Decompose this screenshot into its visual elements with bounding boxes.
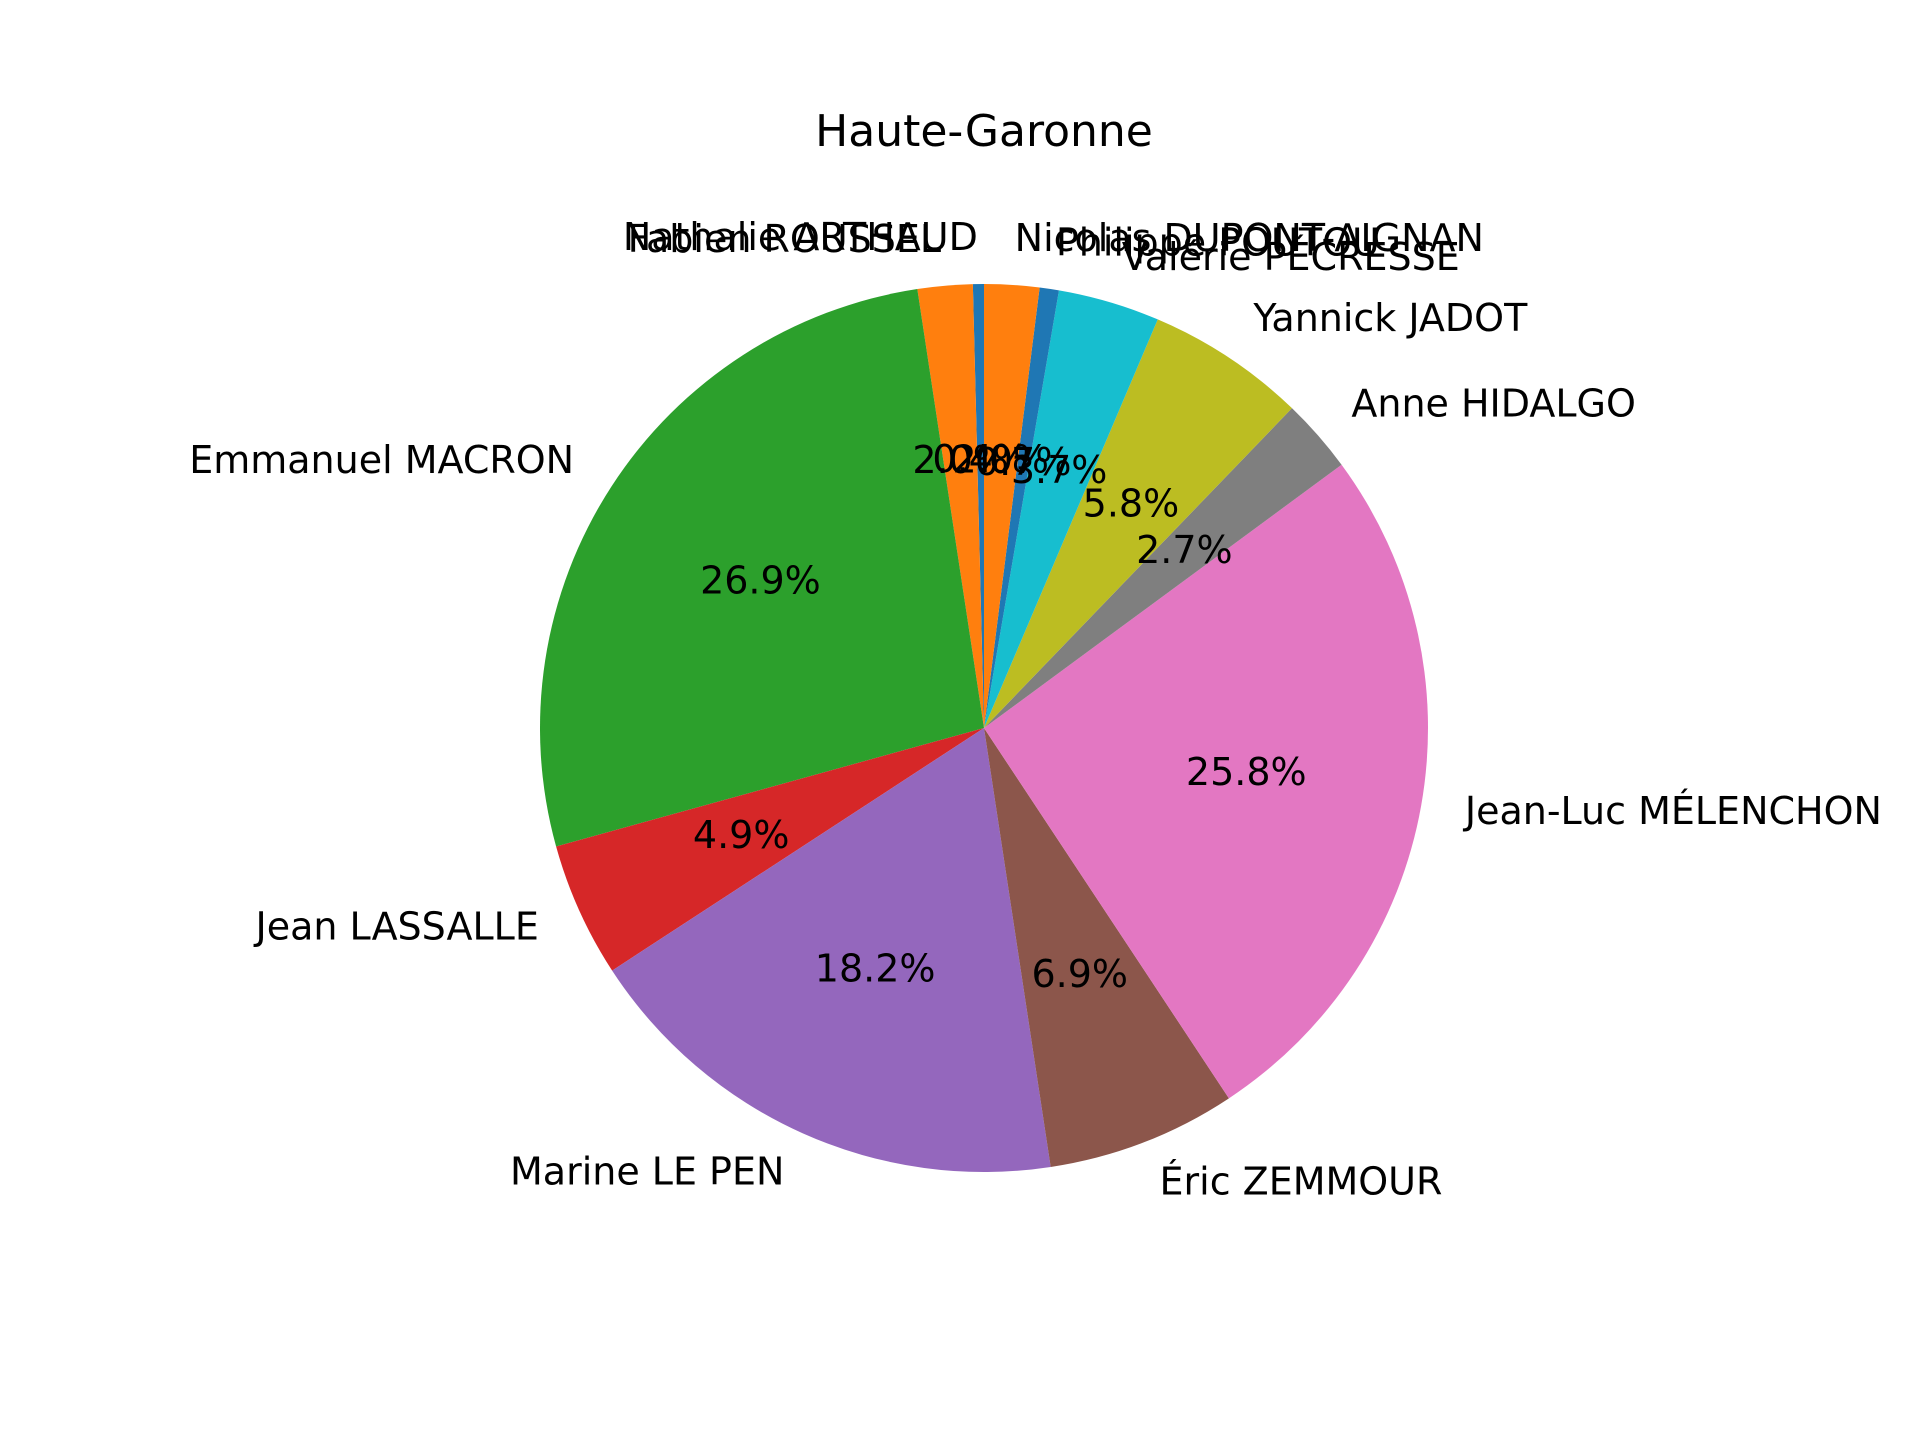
- pie-labels: Nathalie ARTHAUD 0.4% Fabien ROUSSEL 2.0% Em…: [189, 215, 1882, 1203]
- pie-slice-valerie-pecresse: [984, 290, 1158, 728]
- slice-label-philippe-poutou: Philippe POUTOU: [1056, 220, 1380, 264]
- slice-pct-nathalie-arthaud: 0.4%: [932, 437, 1029, 481]
- pie-slice-jean-lassalle: [556, 728, 984, 971]
- pie-slice-emmanuel-macron: [539, 289, 984, 847]
- slice-pct-jean-lassalle: 4.9%: [693, 813, 790, 857]
- pie-slices: [539, 284, 1428, 1172]
- chart-title: Haute-Garonne: [815, 106, 1153, 157]
- pie-slice-anne-hidalgo: [984, 408, 1342, 728]
- slice-label-emmanuel-macron: Emmanuel MACRON: [189, 438, 574, 482]
- slice-pct-emmanuel-macron: 26.9%: [700, 559, 821, 603]
- slice-pct-yannick-jadot: 5.8%: [1083, 481, 1180, 525]
- pie-slice-nicolas-dupont-aignan: [984, 284, 1040, 728]
- pie-slice-jean-luc-melenchon: [984, 464, 1428, 1099]
- pie-slice-yannick-jadot: [984, 319, 1292, 728]
- slice-pct-valerie-pecresse: 3.7%: [1011, 448, 1108, 492]
- slice-label-yannick-jadot: Yannick JADOT: [1252, 296, 1528, 340]
- slice-label-jean-luc-melenchon: Jean-Luc MÉLENCHON: [1463, 789, 1882, 833]
- slice-pct-fabien-roussel: 2.0%: [912, 438, 1009, 482]
- slice-label-nathalie-arthaud: Nathalie ARTHAUD: [623, 215, 978, 259]
- slice-label-anne-hidalgo: Anne HIDALGO: [1351, 382, 1636, 426]
- pie-slice-marine-le-pen: [612, 728, 1051, 1172]
- slice-pct-anne-hidalgo: 2.7%: [1136, 528, 1233, 572]
- slice-label-nicolas-dupont-aignan: Nicolas DUPONT-AIGNAN: [1015, 216, 1484, 260]
- pie-slice-eric-zemmour: [984, 728, 1229, 1167]
- slice-pct-marine-le-pen: 18.2%: [815, 947, 936, 991]
- slice-pct-jean-luc-melenchon: 25.8%: [1186, 750, 1307, 794]
- pie-slice-nathalie-arthaud: [972, 284, 984, 728]
- slice-label-valerie-pecresse: Valérie PÉCRESSE: [1122, 235, 1460, 279]
- slice-pct-philippe-poutou: 0.7%: [975, 440, 1072, 484]
- slice-label-marine-le-pen: Marine LE PEN: [510, 1149, 784, 1193]
- slice-label-eric-zemmour: Éric ZEMMOUR: [1160, 1159, 1443, 1203]
- slice-label-fabien-roussel: Fabien ROUSSEL: [628, 217, 941, 261]
- pie-slice-philippe-poutou: [984, 287, 1059, 728]
- slice-pct-eric-zemmour: 6.9%: [1031, 952, 1128, 996]
- slice-pct-nicolas-dupont-aignan: 2.0%: [952, 438, 1049, 482]
- slice-label-jean-lassalle: Jean LASSALLE: [253, 904, 538, 948]
- pie-slice-fabien-roussel: [917, 284, 984, 728]
